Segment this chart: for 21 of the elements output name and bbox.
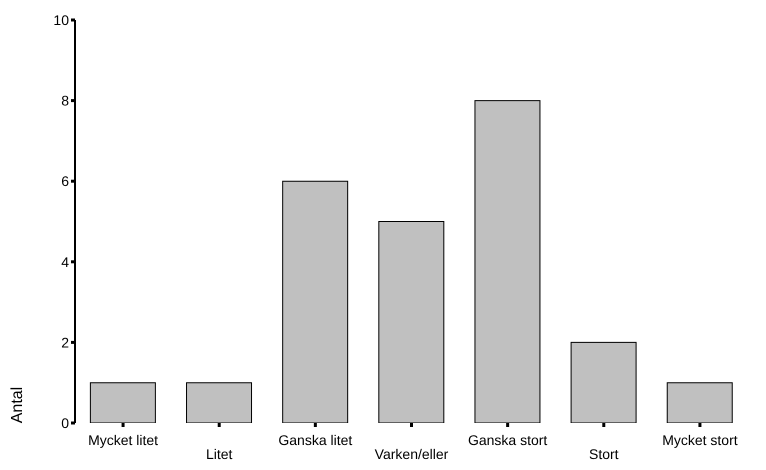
y-tick-label: 2 — [61, 334, 70, 350]
x-tick-label: Litet — [206, 446, 233, 462]
bar — [282, 180, 348, 423]
y-axis-title: Antal — [9, 386, 26, 424]
y-tick-label: 0 — [61, 414, 70, 431]
bar — [378, 221, 444, 423]
y-tick-label: 8 — [61, 92, 70, 109]
y-tick-label: 6 — [61, 173, 70, 190]
x-tick-label: Ganska litet — [278, 432, 352, 448]
bar — [474, 100, 540, 423]
x-tick-label: Mycket stort — [662, 432, 738, 448]
bar — [570, 342, 637, 423]
bar — [90, 382, 156, 423]
bar — [666, 382, 733, 423]
y-tick-label: 4 — [61, 254, 70, 270]
x-tick-label: Ganska stort — [468, 432, 548, 448]
bar — [186, 382, 252, 423]
x-tick-label: Varken/eller — [374, 446, 449, 462]
x-tick-label: Stort — [588, 446, 619, 462]
y-tick-label: 10 — [53, 12, 70, 28]
x-tick-label: Mycket litet — [88, 432, 158, 448]
